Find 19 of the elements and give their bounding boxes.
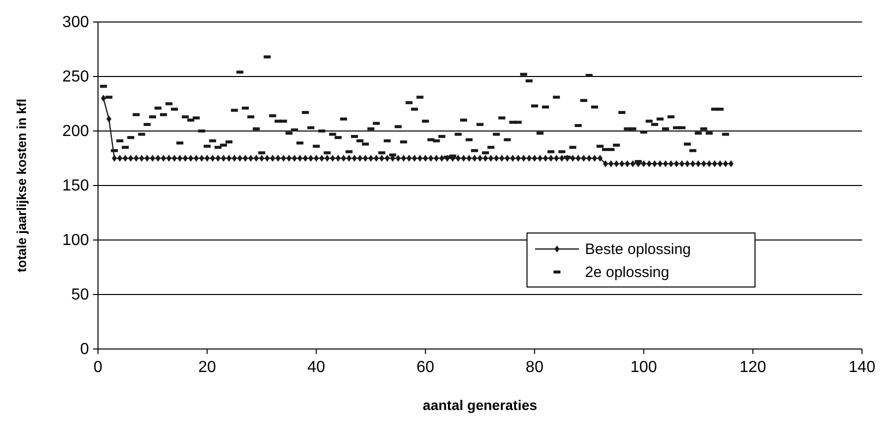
x-tick-label: 120: [740, 359, 766, 376]
x-tick-label: 0: [94, 359, 103, 376]
y-tick-label: 300: [62, 14, 90, 31]
x-tick-label: 60: [416, 359, 434, 376]
x-tick-label: 20: [198, 359, 216, 376]
y-tick-label: 50: [71, 286, 90, 304]
y-tick-label: 150: [62, 178, 90, 194]
y-axis-title: totale jaarlijkse kosten in kfl: [14, 98, 29, 272]
x-axis-title: aantal generaties: [422, 397, 538, 413]
legend-label: 2e oplossing: [585, 264, 670, 281]
y-tick-label: 100: [62, 232, 90, 249]
y-tick-label: 0: [80, 341, 90, 358]
y-tick-label: 200: [62, 123, 90, 140]
x-tick-label: 140: [848, 359, 876, 376]
x-tick-label: 40: [307, 359, 326, 376]
x-tick-label: 100: [630, 359, 658, 376]
y-tick-label: 250: [62, 68, 90, 86]
legend-label: Beste oplossing: [585, 241, 691, 258]
x-tick-label: 80: [526, 359, 544, 376]
